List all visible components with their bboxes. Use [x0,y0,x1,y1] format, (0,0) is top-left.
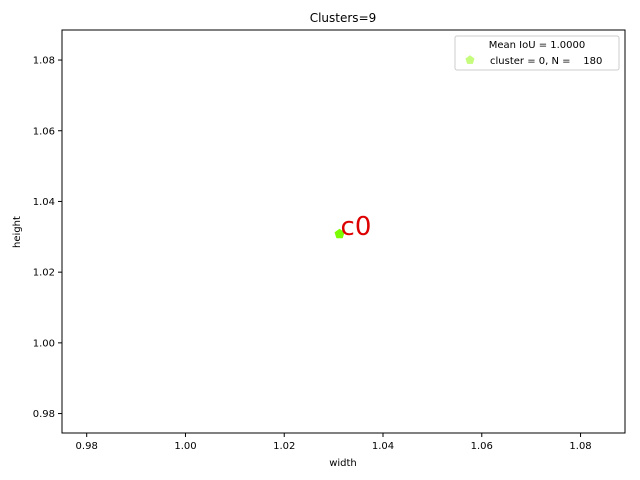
x-tick-label: 1.06 [471,441,493,452]
y-tick-label: 1.08 [33,56,55,67]
data-point [334,228,345,239]
chart-title: Clusters=9 [310,11,377,25]
axis-ticks: 0.98 1.00 1.02 1.04 1.06 1.08 0.98 1.00 1.02 1.04… [33,56,592,452]
plot-frame [61,29,626,434]
x-tick-label: 1.08 [569,441,591,452]
y-tick-label: 1.02 [33,268,55,279]
data-points: c0 [334,212,372,242]
y-tick-label: 0.98 [33,409,55,420]
x-axis-label: width [329,458,357,469]
legend-box [454,35,620,71]
cluster-annotation: c0 [341,212,372,242]
legend-entry-label: cluster = 0, N = 180 [490,56,602,67]
x-tick-label: 0.98 [76,441,98,452]
y-tick-label: 1.06 [33,126,55,137]
x-tick-label: 1.04 [372,441,394,452]
plot-area [62,30,625,433]
y-tick-label: 1.00 [33,338,55,349]
x-tick-label: 1.02 [273,441,295,452]
legend-entries: cluster = 0, N = 180 [465,55,602,67]
y-tick-label: 1.04 [33,197,55,208]
y-axis-label: height [12,216,23,248]
legend-title: Mean IoU = 1.0000 [489,40,586,51]
legend: Mean IoU = 1.0000 cluster = 0, N = 180 [454,35,620,71]
legend-marker [465,55,475,64]
x-tick-label: 1.00 [174,441,196,452]
